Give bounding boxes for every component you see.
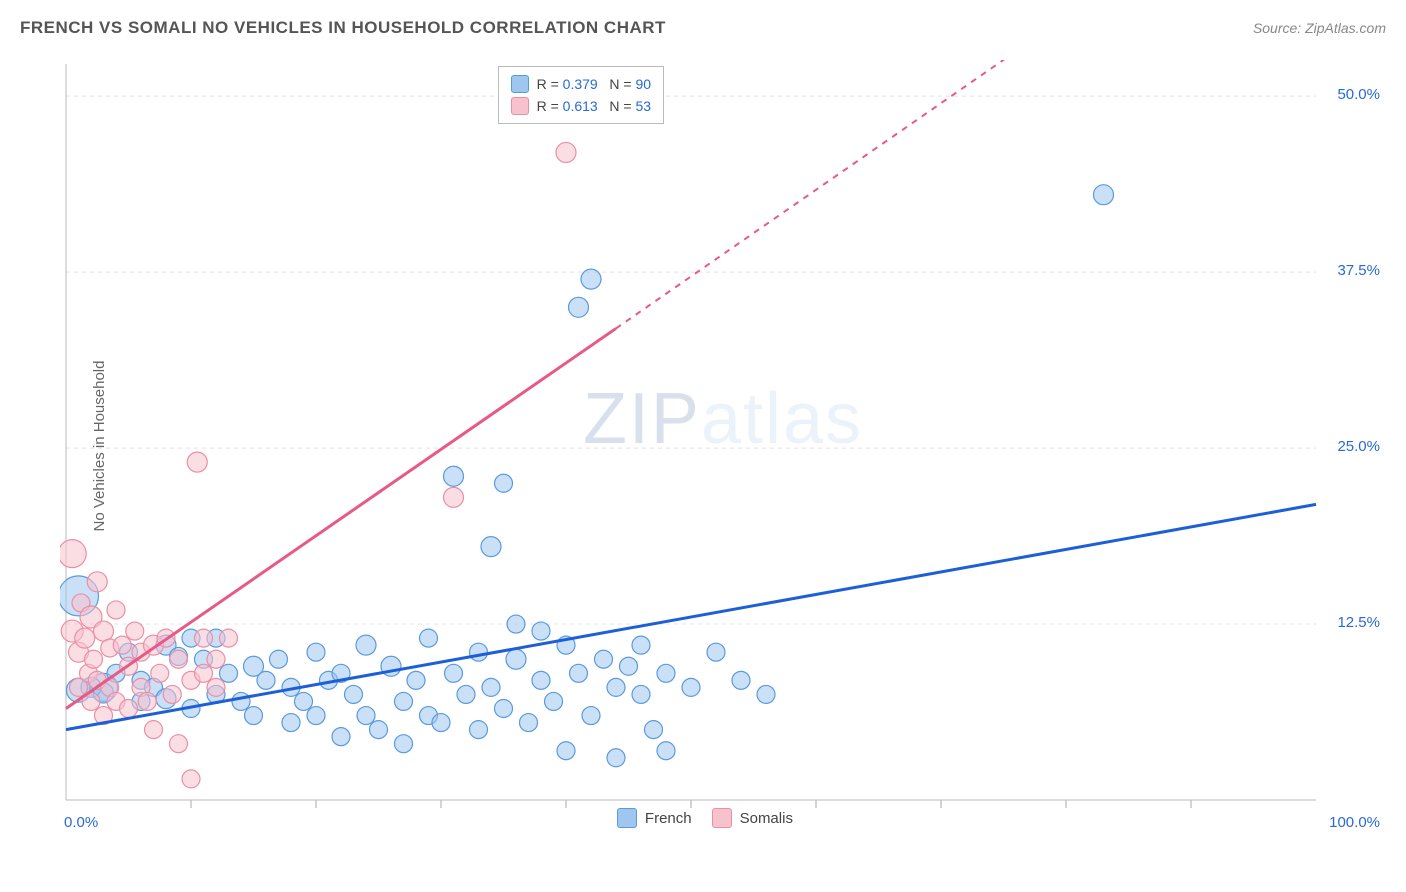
scatter-plot: ZIPatlas R = 0.379 N = 90 R = 0.613 N = … <box>60 60 1386 840</box>
series-legend-item: Somalis <box>712 806 793 830</box>
x-max-label: 100.0% <box>1329 814 1380 831</box>
chart-title: FRENCH VS SOMALI NO VEHICLES IN HOUSEHOL… <box>20 18 666 38</box>
legend-row: R = 0.379 N = 90 <box>511 73 651 95</box>
y-tick-label: 12.5% <box>1337 614 1380 631</box>
series-legend-label: Somalis <box>740 810 793 827</box>
y-tick-label: 50.0% <box>1337 86 1380 103</box>
correlation-legend: R = 0.379 N = 90 R = 0.613 N = 53 <box>498 66 664 124</box>
legend-swatch <box>712 808 732 828</box>
y-tick-label: 37.5% <box>1337 262 1380 279</box>
series-legend: French Somalis <box>617 806 793 830</box>
legend-swatch <box>511 75 529 93</box>
chart-canvas <box>60 60 1386 840</box>
legend-swatch <box>511 97 529 115</box>
x-min-label: 0.0% <box>64 814 98 831</box>
legend-swatch <box>617 808 637 828</box>
legend-row: R = 0.613 N = 53 <box>511 95 651 117</box>
series-legend-label: French <box>645 810 692 827</box>
y-tick-label: 25.0% <box>1337 438 1380 455</box>
series-legend-item: French <box>617 806 692 830</box>
source-credit: Source: ZipAtlas.com <box>1253 20 1386 36</box>
